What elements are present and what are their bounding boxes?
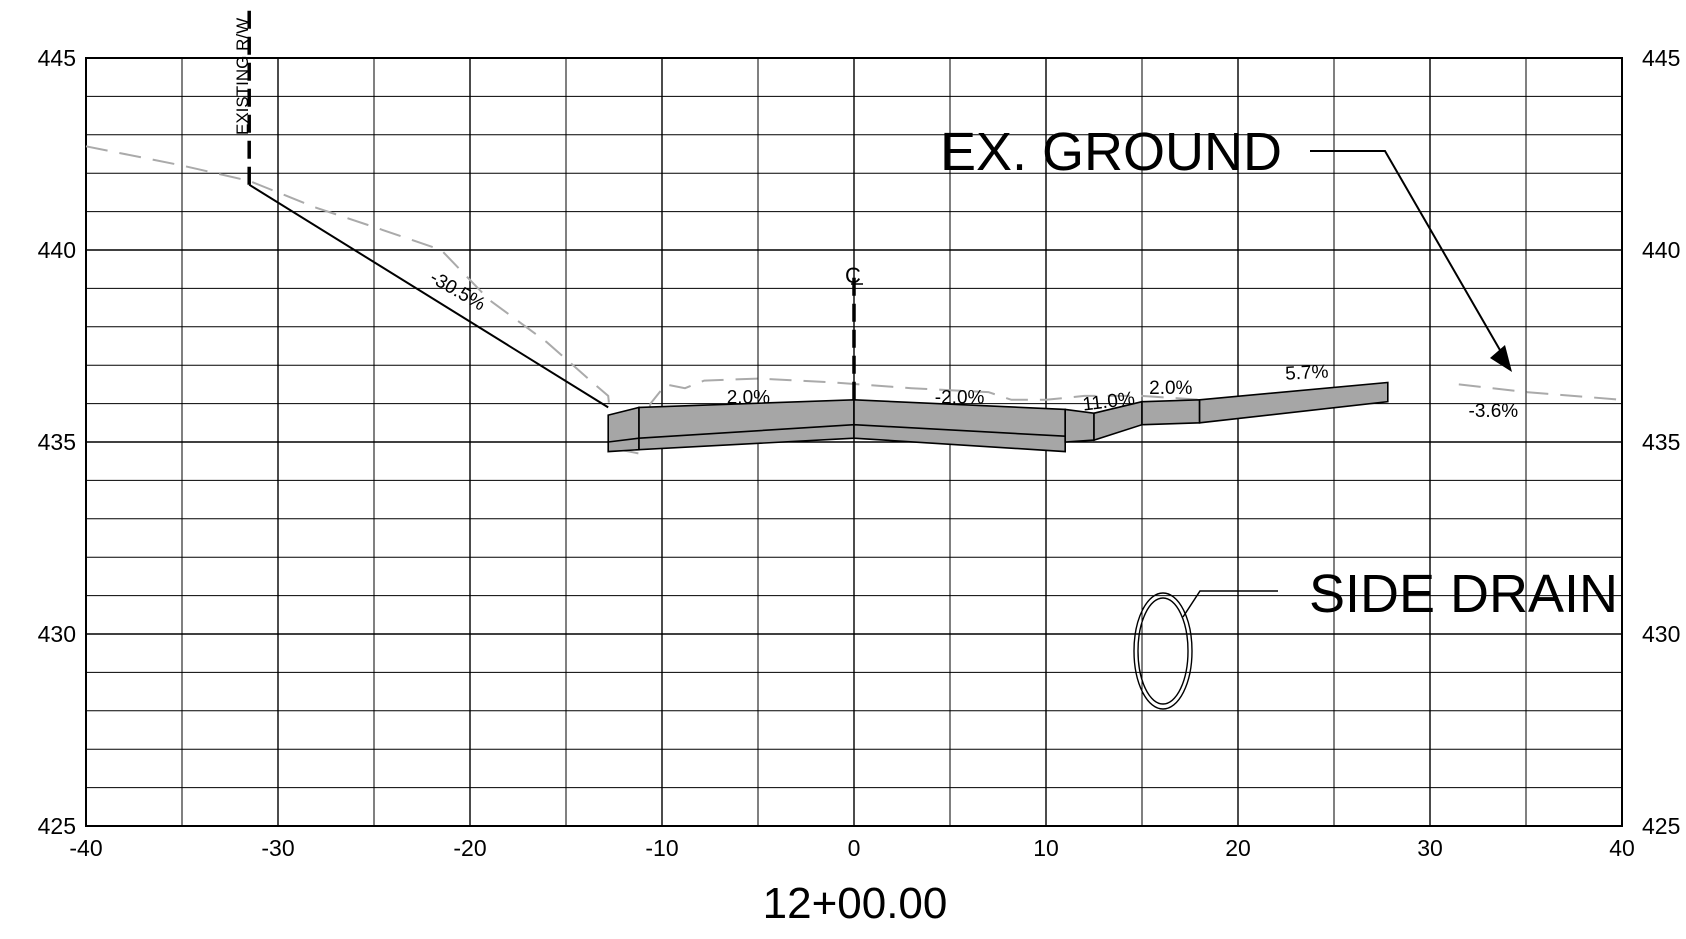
y-tick-label-left: 425: [38, 813, 76, 839]
pavement-section: [1141, 398, 1201, 426]
y-tick-label-left: 445: [38, 45, 76, 71]
ex-ground-leader: [1310, 150, 1505, 358]
x-tick-label: 20: [1225, 835, 1251, 861]
pavement-section: [607, 406, 640, 453]
slope-label: -3.6%: [1469, 401, 1519, 422]
y-tick-label-left: 440: [38, 237, 76, 263]
base-course-line: [608, 423, 1066, 443]
x-tick-label: -10: [645, 835, 678, 861]
slope-label: -30.5%: [426, 267, 489, 315]
x-tick-label: 10: [1033, 835, 1059, 861]
x-tick-label: 30: [1417, 835, 1443, 861]
slope-label: 5.7%: [1285, 362, 1329, 385]
station-label: 12+00.00: [763, 879, 948, 928]
side-drain-inner-ring: [1137, 597, 1189, 705]
y-tick-label-right: 445: [1642, 45, 1680, 71]
existing-ground-line: [85, 145, 1277, 455]
x-tick-label: 40: [1609, 835, 1635, 861]
y-tick-label-left: 430: [38, 621, 76, 647]
x-tick-label: -20: [453, 835, 486, 861]
y-tick-label-right: 435: [1642, 429, 1680, 455]
pavement-sections: [607, 381, 1389, 453]
reference-markers: [247, 4, 856, 400]
x-tick-label: 0: [848, 835, 861, 861]
y-tick-label-right: 440: [1642, 237, 1680, 263]
y-tick-label-right: 430: [1642, 621, 1680, 647]
slope-label: 2.0%: [1149, 378, 1192, 399]
ex-ground-label: EX. GROUND: [940, 122, 1282, 182]
side-drain-leader: [1182, 590, 1278, 618]
y-tick-label-left: 435: [38, 429, 76, 455]
existing-ground-lines: [85, 145, 1623, 455]
axis-tick-labels: -40 -30 -20 -10 0 10 20 30 40 425 425 430 430 435 435 4…: [38, 45, 1681, 861]
ex-ground-callout: EX. GROUND: [940, 122, 1512, 372]
plot-frame: [85, 57, 1623, 827]
centerline-label: C: [845, 263, 861, 288]
side-drain-callout: SIDE DRAIN: [1133, 564, 1618, 710]
pavement-section: [1198, 381, 1389, 424]
slope-label: -2.0%: [935, 388, 985, 409]
slope-label: 2.0%: [727, 388, 770, 409]
x-tick-label: -30: [261, 835, 294, 861]
side-drain-outer-ring: [1133, 592, 1193, 710]
existing-ground-line: [1458, 383, 1623, 401]
side-drain-label: SIDE DRAIN: [1309, 564, 1618, 624]
y-tick-label-right: 425: [1642, 813, 1680, 839]
arrow-head-icon: [1490, 345, 1512, 372]
cut-slope-line: [248, 183, 609, 409]
x-tick-label: -40: [69, 835, 102, 861]
existing-rw-label: EXISTING R/W: [233, 18, 252, 135]
